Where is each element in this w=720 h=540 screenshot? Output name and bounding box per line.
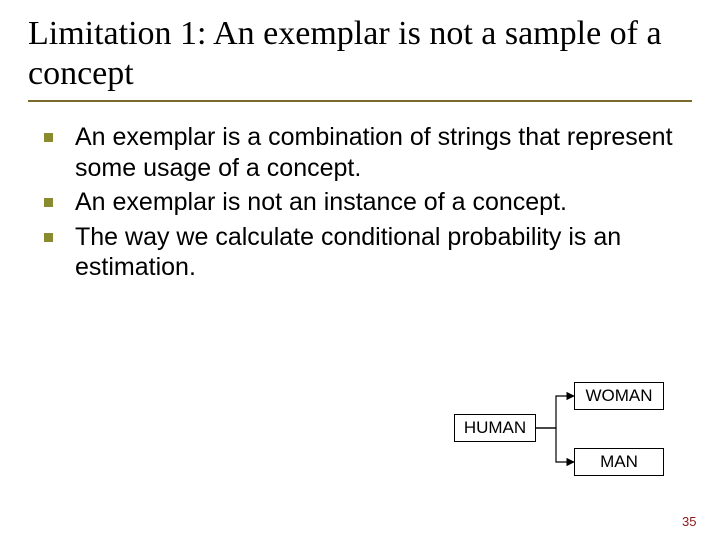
node-label: WOMAN: [585, 386, 652, 406]
edge-human-man: [536, 428, 574, 462]
bullet-text: An exemplar is a combination of strings …: [75, 122, 686, 183]
bullet-text: An exemplar is not an instance of a conc…: [75, 187, 567, 218]
node-human: HUMAN: [454, 414, 536, 442]
bullet-item: An exemplar is a combination of strings …: [44, 122, 686, 183]
square-bullet-icon: [44, 198, 53, 207]
square-bullet-icon: [44, 133, 53, 142]
square-bullet-icon: [44, 233, 53, 242]
slide-title: Limitation 1: An exemplar is not a sampl…: [28, 14, 692, 94]
title-underline: [28, 100, 692, 102]
node-label: HUMAN: [464, 418, 526, 438]
slide: Limitation 1: An exemplar is not a sampl…: [0, 0, 720, 540]
node-label: MAN: [600, 452, 638, 472]
bullet-text: The way we calculate conditional probabi…: [75, 222, 686, 283]
bullet-item: An exemplar is not an instance of a conc…: [44, 187, 686, 218]
bullet-list: An exemplar is a combination of strings …: [28, 122, 692, 283]
node-woman: WOMAN: [574, 382, 664, 410]
slide-number: 35: [682, 514, 696, 529]
bullet-item: The way we calculate conditional probabi…: [44, 222, 686, 283]
node-man: MAN: [574, 448, 664, 476]
edge-human-woman: [536, 396, 574, 428]
